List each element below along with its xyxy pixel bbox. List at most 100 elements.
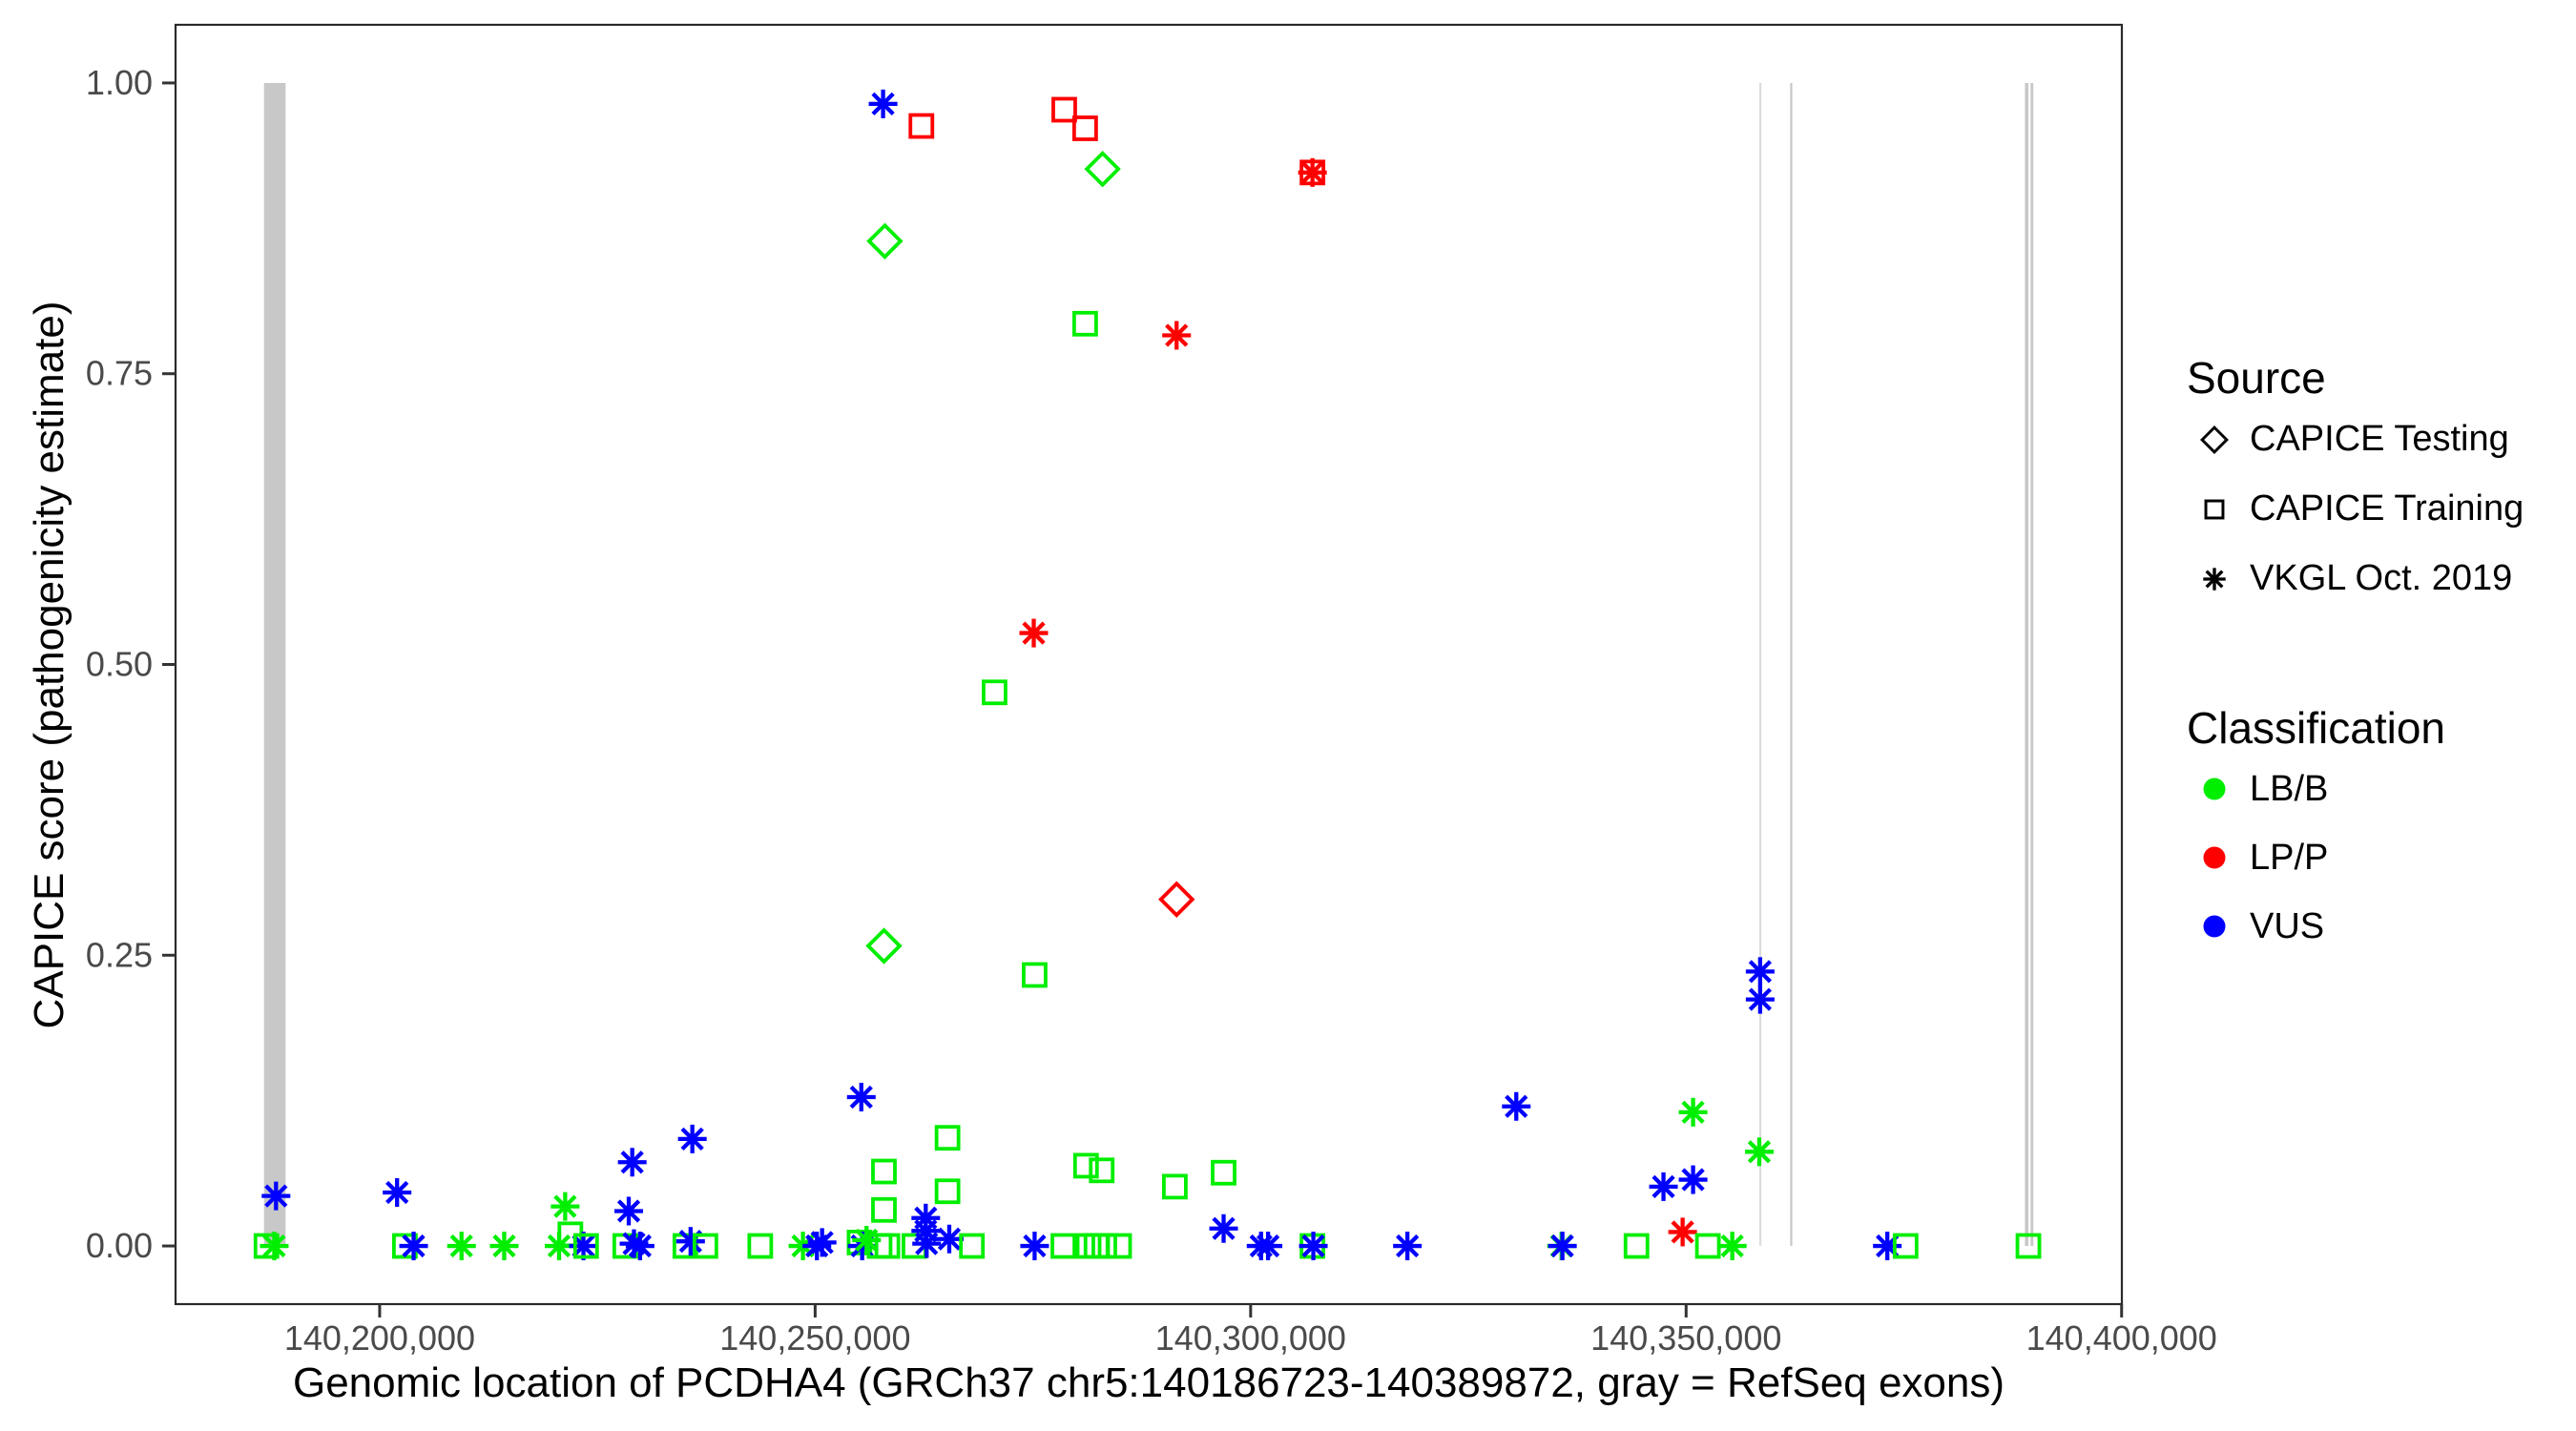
data-point-asterisk	[383, 1177, 412, 1207]
x-axis-tick-label: 140,200,000	[284, 1318, 475, 1358]
data-point-asterisk	[1649, 1172, 1678, 1201]
legend-source-title: Source	[2187, 353, 2326, 403]
data-point-square	[1089, 1157, 1115, 1184]
x-axis-tick-label: 140,250,000	[719, 1318, 910, 1358]
data-point-asterisk	[1745, 985, 1775, 1014]
data-point-square	[934, 1178, 961, 1205]
data-point-asterisk	[625, 1232, 654, 1261]
data-point-square	[2204, 499, 2225, 519]
data-point-asterisk	[1717, 1232, 1747, 1261]
data-point-square	[692, 1233, 718, 1259]
data-point-asterisk	[1678, 1165, 1708, 1194]
data-point-asterisk	[489, 1232, 519, 1261]
panel-border	[174, 23, 2124, 1306]
data-point-asterisk	[617, 1148, 647, 1177]
y-axis-tick-label: 0.75	[86, 354, 153, 393]
data-point-asterisk	[677, 1124, 707, 1153]
data-point-asterisk	[807, 1228, 837, 1257]
data-point-asterisk	[1502, 1091, 1531, 1121]
data-point-square	[982, 679, 1008, 706]
data-point-diamond	[1084, 150, 1121, 188]
data-point-asterisk	[1254, 1232, 1283, 1261]
data-point-asterisk	[868, 89, 898, 118]
square-icon	[2187, 482, 2242, 537]
data-point-square	[1106, 1233, 1132, 1259]
data-point-diamond	[1158, 881, 1195, 918]
data-point-asterisk	[399, 1232, 428, 1261]
data-point-asterisk	[846, 1083, 876, 1112]
data-point-asterisk	[1162, 321, 1192, 350]
data-point-square	[1892, 1233, 1919, 1259]
data-point-asterisk	[1745, 957, 1775, 986]
legend-item-label: CAPICE Testing	[2250, 419, 2509, 459]
data-point-asterisk	[1298, 1232, 1328, 1261]
refseq-exon-bar	[263, 82, 286, 1247]
data-point-asterisk	[1019, 618, 1049, 648]
x-axis-title: Genomic location of PCDHA4 (GRCh37 chr5:…	[292, 1359, 2005, 1406]
data-point-square	[934, 1125, 961, 1151]
y-axis-title: CAPICE score (pathogenicity estimate)	[26, 301, 73, 1029]
data-point-asterisk	[2203, 567, 2226, 591]
legend-item-label: VKGL Oct. 2019	[2250, 558, 2513, 598]
data-point-asterisk	[551, 1192, 580, 1221]
data-point-square	[572, 1233, 599, 1259]
x-axis-tick-label: 140,300,000	[1155, 1318, 1346, 1358]
data-point-asterisk	[260, 1232, 289, 1261]
data-point-square	[1072, 1152, 1099, 1179]
y-axis-tick-label: 0.25	[86, 935, 153, 974]
data-point-square	[908, 113, 935, 139]
data-point-square	[1694, 1233, 1721, 1259]
refseq-exon-bar	[2030, 82, 2034, 1247]
legend-item-capice-testing: CAPICE Testing	[2187, 404, 2568, 474]
legend-spacer	[2187, 613, 2568, 701]
data-point-asterisk	[1209, 1213, 1238, 1243]
legend-item-vkgl-oct-2019: VKGL Oct. 2019	[2187, 544, 2568, 613]
refseq-exon-bar	[1790, 82, 1793, 1247]
diamond-icon	[2187, 412, 2242, 467]
color-dot-icon	[2187, 761, 2242, 817]
data-point-square	[1071, 115, 1098, 141]
legend-item-lp-p: LP/P	[2187, 823, 2568, 892]
color-dot-icon	[2187, 899, 2242, 954]
data-point-asterisk	[614, 1196, 644, 1226]
data-point-square	[874, 1233, 901, 1259]
data-point-asterisk	[1744, 1137, 1774, 1167]
legend-item-label: VUS	[2250, 905, 2325, 946]
y-axis-tick-label: 0.00	[86, 1226, 153, 1265]
legend-item-vus: VUS	[2187, 892, 2568, 961]
data-point-asterisk	[1668, 1217, 1697, 1247]
data-point-square	[1162, 1173, 1188, 1200]
data-point-asterisk	[675, 1227, 705, 1256]
data-point-asterisk	[1298, 157, 1327, 187]
data-point-square	[1051, 96, 1077, 123]
data-point-asterisk	[912, 1229, 942, 1258]
refseq-exon-bar	[2025, 82, 2029, 1247]
legend-item-capice-training: CAPICE Training	[2187, 474, 2568, 544]
color-dot-icon	[2187, 830, 2242, 885]
legend: Source CAPICE Testing CAPICE Training VKGL…	[2187, 351, 2568, 961]
data-point-square	[1071, 310, 1098, 337]
refseq-exon-bar	[1758, 82, 1762, 1247]
asterisk-icon	[2187, 551, 2242, 607]
data-point-square	[747, 1233, 774, 1259]
data-point-square	[2015, 1233, 2042, 1259]
legend-item-lb-b: LB/B	[2187, 755, 2568, 823]
data-point-square	[1211, 1159, 1236, 1186]
y-axis-tick-label: 1.00	[86, 63, 153, 102]
data-point-square	[871, 1158, 897, 1185]
legend-item-label: LB/B	[2250, 768, 2329, 809]
legend-item-label: CAPICE Training	[2250, 488, 2524, 529]
data-point-asterisk	[1678, 1097, 1708, 1127]
data-point-diamond	[865, 927, 903, 964]
data-point-diamond	[2200, 425, 2229, 454]
data-point-asterisk	[1020, 1232, 1049, 1261]
legend-item-label: LP/P	[2250, 837, 2329, 878]
data-point-square	[1075, 1233, 1102, 1259]
data-point-square	[1623, 1233, 1650, 1259]
data-point-square	[1050, 1233, 1076, 1259]
data-point-asterisk	[261, 1181, 291, 1211]
data-point-square	[871, 1196, 897, 1223]
data-point-square	[1022, 962, 1048, 988]
